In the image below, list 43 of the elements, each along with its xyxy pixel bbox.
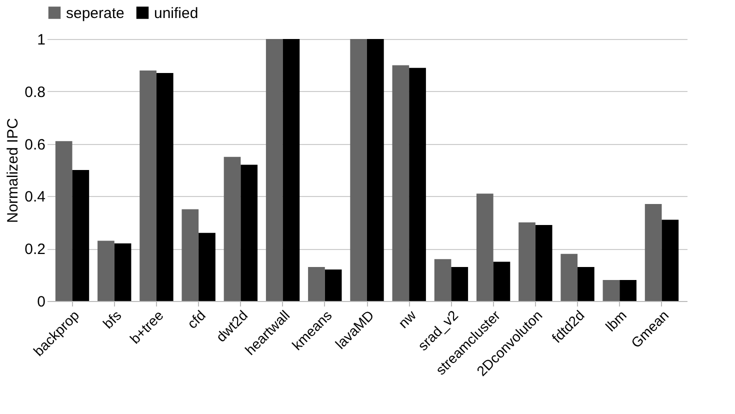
bar [518,222,536,301]
bar [409,68,426,301]
bar [644,204,662,301]
bar [602,280,620,301]
bar [392,65,410,301]
bar [578,266,594,301]
bar [535,225,552,301]
bar [266,39,283,301]
bar [350,39,367,301]
x-tick-label: bfs [100,307,124,332]
y-axis-title: Normalized IPC [4,118,22,224]
bar [224,156,241,301]
bar [620,280,636,301]
y-tick-label: 0 [37,294,46,310]
y-tick-label: 1 [37,32,46,48]
bar [114,243,132,301]
bar [55,141,72,301]
bar [476,194,494,301]
bar [140,70,156,301]
x-tick-label: nw [395,306,420,332]
bar [98,240,114,301]
legend-label: unified [154,4,198,22]
y-tick-label: 0.4 [24,188,46,206]
bar [493,262,510,301]
bar [72,170,90,301]
bar [662,220,679,301]
bar [198,232,216,301]
bar [434,259,452,301]
bar [156,73,174,301]
bar [560,254,578,301]
x-tick-label: lbm [602,307,630,334]
bar [240,164,258,301]
legend-label: seperate [66,4,124,22]
y-tick-label: 0.8 [24,84,46,101]
bar [324,270,342,301]
y-tick-label: 0.6 [24,136,46,154]
bar [367,39,384,301]
bar [451,266,468,301]
bar [282,39,300,301]
bar [182,209,199,301]
x-tick-label: cfd [184,307,208,332]
bar [308,266,325,301]
y-tick-label: 0.2 [24,241,46,258]
